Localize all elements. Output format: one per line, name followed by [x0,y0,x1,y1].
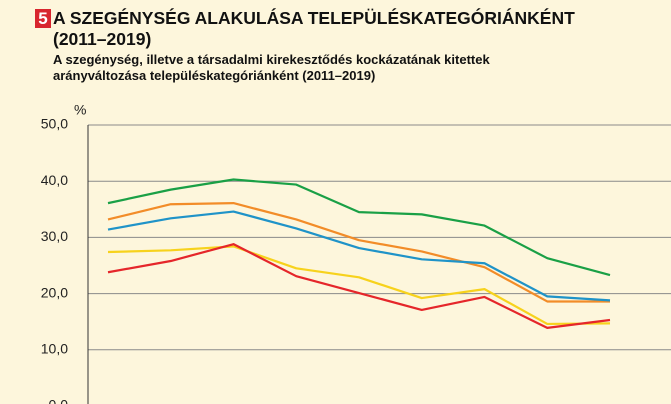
chart-subtitle: A szegénység, illetve a társadalmi kirek… [53,52,490,83]
y-tick-label: 40,0 [41,172,68,188]
chart-number: 5 [35,9,51,28]
series-line [107,178,611,277]
series-line [107,202,610,303]
y-tick-label: 30,0 [41,228,68,244]
y-tick-label: 20,0 [41,284,68,300]
series-line [107,210,611,302]
y-tick-label: 10,0 [41,341,68,357]
y-tick-label: 50,0 [41,116,68,132]
y-tick-label: 0,0 [49,397,69,404]
series-line [107,243,611,329]
y-axis-label: % [74,102,86,118]
chart-title: A SZEGÉNYSÉG ALAKULÁSA TELEPÜLÉSKATEGÓRI… [53,8,575,49]
series-line [107,245,611,326]
